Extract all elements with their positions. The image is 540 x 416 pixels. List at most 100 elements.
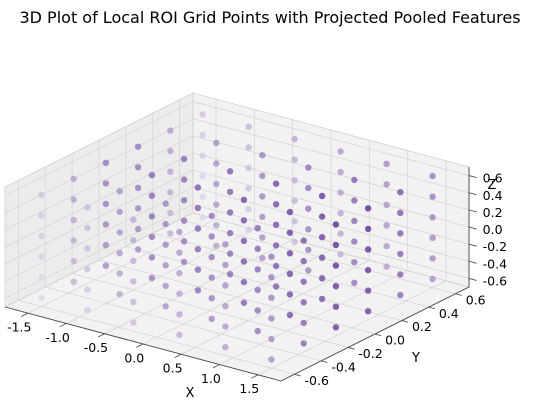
scatter-point [291,197,298,204]
tick-label: -1.5 [7,320,31,335]
tick-label: -0.6 [305,373,329,388]
scatter-point [38,233,45,240]
scatter-point [176,290,183,297]
scatter-point [318,213,326,220]
tick-label: -0.4 [483,256,507,271]
scatter-point [84,265,91,273]
scatter-point [383,242,390,250]
tick-mark [294,373,301,377]
scatter-point [167,230,174,237]
scatter-point [305,184,312,192]
scatter-point [364,287,372,294]
scatter-point [245,164,252,172]
scatter-point [194,225,202,232]
scatter-point [102,180,110,187]
gridline [4,204,194,299]
scatter-point [318,275,326,282]
scatter-point [286,229,294,236]
scatter-point [337,230,344,237]
scatter-point [272,283,280,290]
scatter-point [194,246,202,253]
scatter-point [254,225,261,232]
tick-mark [455,293,462,296]
scatter-point [245,205,252,213]
scatter-point [272,262,280,270]
scatter-point [208,253,215,261]
scatter-point [130,237,137,244]
scatter-point [286,291,294,298]
scatter-point [332,262,340,269]
gridline [4,152,194,248]
scatter-point [332,241,340,249]
tick-label: 0.2 [412,319,432,334]
scatter-point [245,226,252,233]
scatter-point [429,193,436,200]
tick-label: 0.6 [483,171,503,186]
scatter-point [318,254,326,261]
scatter-point [305,164,312,171]
tick-mark [136,343,144,348]
tick-label: -0.5 [84,340,108,355]
gridline [4,186,194,282]
tick-label: 0.4 [483,188,503,203]
scatter-point [300,237,307,244]
tick-label: -1.0 [45,330,69,345]
scatter-point [180,217,188,224]
scatter-point [268,315,275,322]
gridline [4,101,194,196]
scatter-point [337,251,344,258]
tick-labels: -1.5-1.0-0.50.00.51.01.5-0.6-0.4-0.20.00… [7,171,507,397]
scatter-point [383,160,390,167]
scatter-point [167,168,174,175]
scatter-point [208,274,215,281]
scatter-point [286,208,294,216]
scatter-point [300,340,307,347]
scatter-point [162,282,169,290]
scatter-point [148,274,156,282]
tick-label: 0.0 [124,350,144,365]
tick-mark [468,175,477,179]
tick-mark [468,243,477,247]
scatter-point [383,201,390,209]
tick-mark [428,306,435,310]
scatter-point [268,294,275,301]
scatter-point [222,323,229,330]
scatter-point [116,249,123,257]
scatter-point [116,188,123,195]
scatter-point [194,266,202,273]
tick-mark [374,333,382,337]
scatter-point [259,234,266,241]
gridline [4,135,194,231]
gridline [179,219,456,295]
tick-mark [321,360,328,363]
scatter-point [213,139,220,147]
gridline [4,169,194,265]
scatter-point [318,192,326,200]
scatter-point [167,147,174,155]
gridline [72,273,349,348]
scatter-point [300,278,307,285]
scatter-point [70,278,77,285]
scatter-point [134,246,142,253]
scatter-point [240,196,248,203]
scatter-point [213,160,220,167]
scatter-point [305,267,312,274]
scatter-point [240,217,248,224]
scatter-point [194,287,202,294]
gridline [98,259,376,335]
scatter-point [162,241,169,248]
scatter-point [332,324,340,331]
scatter-point [134,164,142,171]
scatter-point [226,250,234,257]
scatter-point [199,193,206,200]
y-axis-label: Y [411,351,420,366]
scatter-point [226,229,234,237]
tick-mark [174,353,182,358]
gridline [4,118,194,214]
scatter-point [337,148,344,155]
scatter-point [272,221,280,228]
tick-label: 1.5 [239,381,259,396]
scatter-point [305,246,312,254]
scatter-point [148,233,156,240]
scatter-point [254,286,261,294]
